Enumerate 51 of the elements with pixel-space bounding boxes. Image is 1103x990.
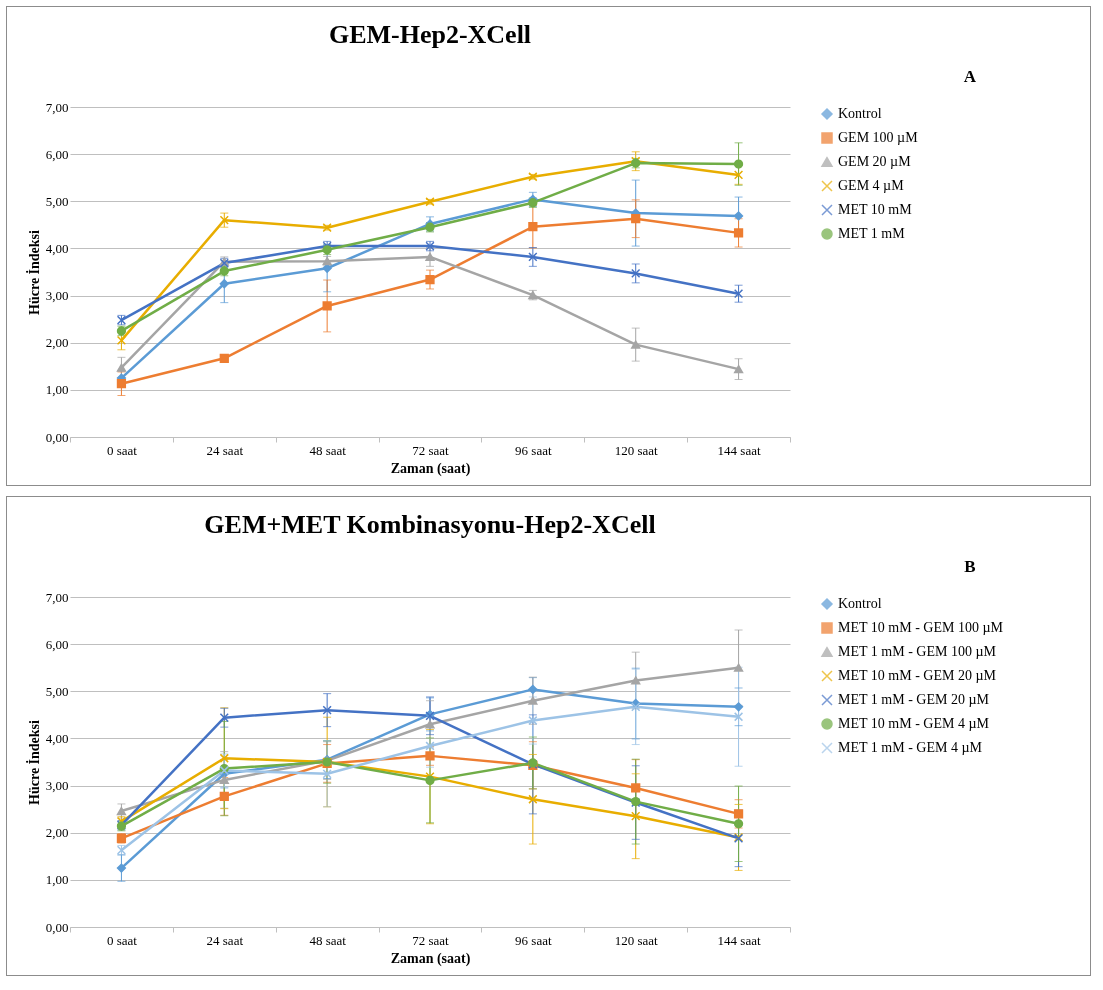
- x-tick-label: 0 saat: [106, 932, 138, 948]
- y-tick-label: 5,00: [45, 683, 69, 699]
- y-tick-label: 4,00: [45, 730, 69, 746]
- y-tick-label: 2,00: [45, 335, 69, 351]
- y-tick-label: 2,00: [45, 825, 69, 841]
- legend-label: MET 1 mM - GEM 4 µM: [838, 740, 983, 755]
- y-tick-label: 0,00: [45, 429, 69, 445]
- legend-label: MET 1 mM - GEM 100 µM: [838, 644, 997, 659]
- chart-title: GEM+MET Kombinasyonu-Hep2-XCell: [204, 510, 656, 539]
- x-tick-label: 120 saat: [614, 442, 659, 458]
- y-tick-label: 4,00: [45, 240, 69, 256]
- x-tick-label: 96 saat: [515, 442, 552, 458]
- x-tick-label: 48 saat: [309, 932, 347, 948]
- y-tick-label: 7,00: [45, 589, 69, 605]
- legend-label: MET 10 mM - GEM 100 µM: [838, 620, 1004, 635]
- legend-label: MET 10 mM - GEM 20 µM: [838, 668, 997, 683]
- x-tick-label: 144 saat: [717, 932, 761, 948]
- y-tick-label: 3,00: [45, 288, 69, 304]
- x-tick-label: 144 saat: [717, 442, 761, 458]
- y-tick-label: 3,00: [45, 778, 69, 794]
- legend-label: GEM 4 µM: [838, 178, 905, 193]
- y-axis-title: Hücre İndeksi: [25, 719, 42, 805]
- y-tick-label: 1,00: [45, 382, 69, 398]
- x-tick-label: 0 saat: [106, 442, 138, 458]
- legend-label: MET 10 mM - GEM 4 µM: [838, 716, 990, 731]
- legend-label: Kontrol: [838, 596, 882, 611]
- legend-label: Kontrol: [838, 106, 882, 121]
- y-tick-label: 6,00: [45, 146, 69, 162]
- x-tick-label: 72 saat: [412, 932, 450, 948]
- legend-label: MET 1 mM - GEM 20 µM: [838, 692, 990, 707]
- legend-label: MET 1 mM: [838, 226, 906, 241]
- legend-label: GEM 100 µM: [838, 130, 919, 145]
- x-tick-label: 24 saat: [206, 932, 244, 948]
- legend-label: MET 10 mM: [838, 202, 913, 217]
- x-tick-label: 72 saat: [412, 442, 450, 458]
- y-tick-label: 5,00: [45, 193, 69, 209]
- y-axis-title: Hücre İndeksi: [25, 229, 42, 315]
- y-tick-label: 6,00: [45, 636, 69, 652]
- x-axis-title: Zaman (saat): [390, 460, 471, 477]
- legend-label: GEM 20 µM: [838, 154, 912, 169]
- y-tick-label: 7,00: [45, 99, 69, 115]
- y-tick-label: 1,00: [45, 872, 69, 888]
- text: B: [964, 557, 976, 576]
- x-axis-title: Zaman (saat): [390, 950, 471, 967]
- chart-title: GEM-Hep2-XCell: [328, 20, 532, 49]
- y-tick-label: 0,00: [45, 919, 69, 935]
- x-tick-label: 96 saat: [515, 932, 552, 948]
- x-tick-label: 120 saat: [614, 932, 659, 948]
- text: A: [963, 67, 977, 86]
- x-tick-label: 48 saat: [309, 442, 347, 458]
- x-tick-label: 24 saat: [206, 442, 244, 458]
